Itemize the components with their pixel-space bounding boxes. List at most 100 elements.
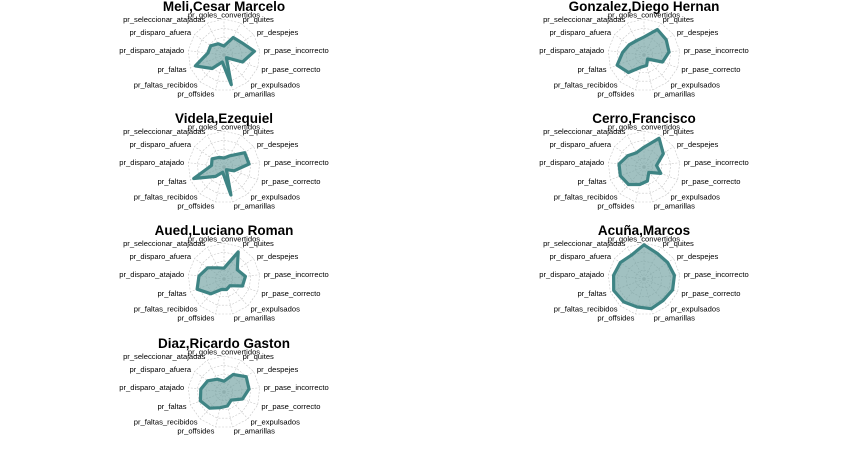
radar-axis-label: pr_quites — [663, 239, 694, 248]
radar-axis-label: pr_disparo_atajado — [119, 383, 184, 392]
radar-axis-label: pr_goles_convertidos — [188, 235, 260, 244]
radar-spoke — [207, 246, 225, 280]
radar-axis-label: pr_disparo_afuera — [129, 365, 191, 374]
radar-series-polygon — [195, 250, 247, 296]
radar-axis-label: pr_goles_convertidos — [188, 11, 260, 20]
radar-axis-label: pr_faltas_recibidos — [554, 193, 618, 202]
radar-axis-label: pr_faltas — [577, 177, 606, 186]
radar-axis-label: pr_despejes — [257, 28, 299, 37]
radar-axis-label: pr_goles_convertidos — [188, 348, 260, 357]
radar-axis-label: pr_quites — [663, 15, 694, 24]
radar-grid-ring — [187, 355, 261, 428]
radar-axis-label: pr_faltas — [157, 177, 186, 186]
radar-axis-label: pr_pase_correcto — [681, 177, 740, 186]
radar-axis-label: pr_pase_incorrecto — [684, 46, 749, 55]
radar-axis-label: pr_pase_correcto — [681, 65, 740, 74]
radar-spoke — [223, 54, 249, 83]
radar-axis-label: pr_expulsados — [251, 81, 301, 90]
radar-axis-label: pr_amarillas — [234, 426, 276, 435]
radar-axis-label: pr_offsides — [597, 313, 634, 322]
radar-axis-label: pr_faltas — [157, 289, 186, 298]
radar-axis-label: pr_faltas — [157, 402, 186, 411]
radar-axis-label: pr_quites — [663, 127, 694, 136]
radar-spoke — [223, 391, 249, 420]
radar-axis-label: pr_despejes — [257, 365, 299, 374]
radar-axis-label: pr_pase_incorrecto — [264, 46, 329, 55]
radar-grid-ring — [607, 130, 681, 203]
radar-axis-label: pr_faltas — [577, 65, 606, 74]
radar-panel-title: Videla,Ezequiel — [175, 111, 273, 126]
radar-spoke — [199, 166, 225, 195]
radar-axis-label: pr_seleccionar_atajadas — [123, 15, 206, 24]
radar-axis-label: pr_pase_incorrecto — [264, 158, 329, 167]
radar-axis-label: pr_faltas_recibidos — [134, 305, 198, 314]
radar-panel-title: Acuña,Marcos — [598, 223, 690, 238]
radar-axis-label: pr_offsides — [597, 201, 634, 210]
radar-series-polygon — [192, 151, 251, 197]
radar-spoke — [215, 278, 225, 315]
radar-series-polygon — [198, 372, 251, 410]
radar-axis-label: pr_quites — [243, 239, 274, 248]
radar-spoke — [643, 166, 653, 203]
radar-spoke — [643, 166, 669, 195]
radar-axis-label: pr_goles_convertidos — [608, 11, 680, 20]
radar-axis-label: pr_faltas_recibidos — [554, 81, 618, 90]
radar-axis-label: pr_pase_correcto — [681, 289, 740, 298]
radar-axis-label: pr_quites — [243, 15, 274, 24]
radar-axis-label: pr_pase_correcto — [261, 65, 320, 74]
radar-axis-label: pr_faltas — [577, 289, 606, 298]
radar-axis-label: pr_goles_convertidos — [188, 123, 260, 132]
radar-spoke — [627, 22, 645, 56]
radar-spoke — [223, 391, 233, 428]
radar-spoke — [207, 359, 225, 393]
radar-axis-label: pr_pase_correcto — [261, 289, 320, 298]
radar-axis-label: pr_offsides — [177, 89, 214, 98]
radar-spoke — [223, 278, 249, 307]
radar-grid-ring — [187, 130, 261, 203]
radar-grid-ring — [607, 18, 681, 91]
radar-axis-label: pr_pase_incorrecto — [684, 270, 749, 279]
radar-spoke — [635, 54, 645, 91]
radar-spoke — [223, 278, 233, 315]
radar-spoke — [627, 134, 645, 168]
radar-axis-label: pr_seleccionar_atajadas — [123, 127, 206, 136]
radar-axis-label: pr_pase_correcto — [261, 177, 320, 186]
radar-spoke — [223, 166, 258, 181]
radar-panel-title: Aued,Luciano Roman — [155, 223, 294, 238]
radar-axis-label: pr_disparo_atajado — [539, 46, 604, 55]
radar-series-polygon — [193, 35, 256, 87]
radar-axis-label: pr_faltas — [157, 65, 186, 74]
radar-axis-label: pr_disparo_afuera — [549, 28, 611, 37]
radar-spoke — [223, 134, 241, 168]
radar-axis-label: pr_disparo_atajado — [119, 158, 184, 167]
radar-spoke — [643, 54, 653, 91]
radar-axis-label: pr_pase_incorrecto — [264, 383, 329, 392]
radar-axis-label: pr_pase_incorrecto — [264, 270, 329, 279]
radar-panel-title: Gonzalez,Diego Hernan — [569, 0, 720, 14]
radar-axis-label: pr_faltas_recibidos — [134, 418, 198, 427]
radar-spoke — [207, 22, 225, 56]
radar-axis-label: pr_disparo_afuera — [129, 140, 191, 149]
radar-axis-label: pr_amarillas — [654, 89, 696, 98]
radar-axis-label: pr_goles_convertidos — [608, 123, 680, 132]
radar-axis-label: pr_quites — [243, 127, 274, 136]
radar-axis-label: pr_seleccionar_atajadas — [123, 352, 206, 361]
radar-axis-label: pr_disparo_afuera — [129, 28, 191, 37]
radar-axis-label: pr_amarillas — [654, 313, 696, 322]
radar-spoke — [194, 146, 225, 168]
radar-axis-label: pr_pase_correcto — [261, 402, 320, 411]
radar-axis-label: pr_despejes — [677, 252, 719, 261]
radar-panel-title: Cerro,Francisco — [592, 111, 696, 126]
radar-axis-label: pr_amarillas — [654, 201, 696, 210]
radar-axis-label: pr_quites — [243, 352, 274, 361]
radar-axis-label: pr_disparo_atajado — [539, 270, 604, 279]
radar-axis-label: pr_despejes — [257, 140, 299, 149]
radar-axis-label: pr_despejes — [677, 28, 719, 37]
radar-axis-label: pr_disparo_atajado — [119, 270, 184, 279]
